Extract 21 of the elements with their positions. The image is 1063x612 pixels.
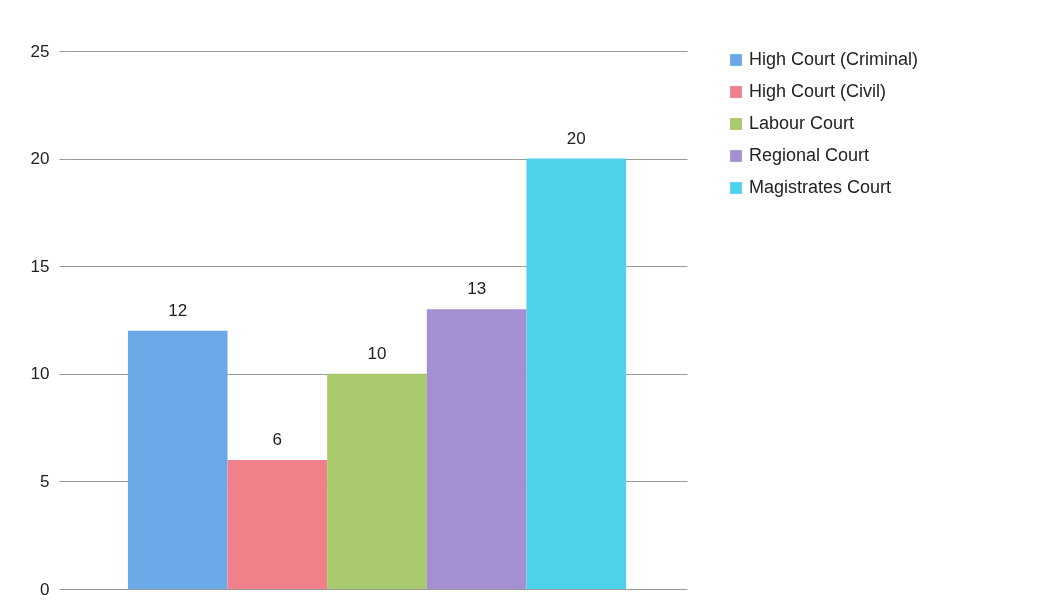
y-tick-label: 25 xyxy=(30,41,50,61)
y-tick-label: 15 xyxy=(30,256,50,276)
legend-label: Labour Court xyxy=(749,113,855,133)
bar xyxy=(127,330,228,589)
y-tick-label: 10 xyxy=(30,364,50,384)
legend-label: Magistrates Court xyxy=(749,177,892,197)
legend-label: High Court (Civil) xyxy=(749,81,887,101)
bar xyxy=(526,158,627,589)
data-label: 20 xyxy=(566,128,586,148)
bar xyxy=(426,309,527,589)
bar xyxy=(227,459,328,589)
legend-label: High Court (Criminal) xyxy=(749,49,919,69)
bar xyxy=(327,373,427,589)
data-label: 12 xyxy=(168,300,188,320)
y-tick-label: 20 xyxy=(30,149,50,169)
data-label: 6 xyxy=(272,429,283,449)
data-label: 10 xyxy=(367,343,387,363)
y-tick-label: 5 xyxy=(40,471,50,491)
legend-label: Regional Court xyxy=(749,145,870,165)
y-tick-label: 0 xyxy=(40,579,50,599)
data-label: 13 xyxy=(467,279,487,299)
